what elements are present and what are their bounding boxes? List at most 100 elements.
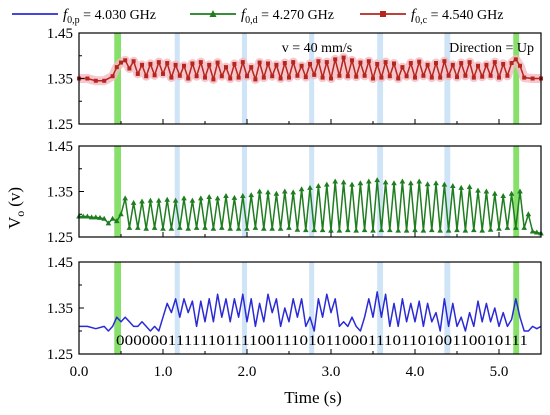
y-tick-label: 1.45 — [47, 255, 73, 271]
y-tick-label: 1.35 — [47, 72, 73, 88]
legend-label: f0,p = 4.030 GHz — [63, 7, 156, 26]
green-marker-band — [114, 146, 121, 237]
data-point — [282, 188, 288, 194]
data-point — [88, 214, 95, 220]
data-point — [181, 195, 187, 201]
data-point — [256, 188, 263, 194]
data-point — [450, 183, 456, 189]
legend-marker — [209, 10, 217, 17]
data-point — [366, 178, 372, 184]
data-point — [164, 196, 170, 202]
data-point — [404, 74, 409, 79]
data-point — [345, 227, 351, 233]
data-point — [257, 60, 262, 65]
blue-marker-band — [309, 262, 315, 354]
data-point — [513, 224, 519, 230]
chart-panels: 1.251.351.45v = 40 mm/s Direction = Up 1.2… — [47, 26, 544, 380]
data-point — [265, 189, 271, 195]
data-point — [340, 179, 347, 185]
data-point — [287, 75, 291, 80]
data-point — [194, 74, 199, 79]
data-point — [324, 60, 329, 65]
data-point — [299, 63, 304, 68]
y-tick-label: 1.25 — [47, 230, 73, 246]
data-point — [345, 74, 350, 79]
data-point — [505, 73, 510, 78]
data-point — [203, 75, 207, 80]
data-point — [215, 60, 220, 65]
data-point — [198, 60, 203, 65]
data-point — [500, 193, 506, 199]
data-point — [462, 227, 469, 233]
data-point — [261, 75, 266, 80]
data-point — [190, 61, 195, 66]
data-point — [143, 225, 149, 231]
data-point — [530, 76, 535, 81]
data-point — [416, 178, 422, 184]
data-point — [332, 178, 338, 184]
data-point — [395, 227, 401, 233]
data-point — [186, 76, 191, 81]
data-point — [329, 76, 333, 81]
data-point — [269, 225, 275, 231]
data-point — [320, 75, 325, 80]
data-point — [303, 227, 309, 233]
data-point — [350, 58, 354, 63]
data-point — [370, 227, 376, 233]
data-point — [315, 183, 322, 189]
data-point — [295, 73, 300, 78]
y-axis-title: Vo (v) — [5, 187, 27, 229]
data-point — [341, 55, 346, 60]
data-point — [382, 179, 389, 185]
data-point — [383, 60, 388, 65]
data-point — [501, 61, 506, 66]
data-point — [408, 61, 413, 66]
data-point — [471, 227, 477, 233]
legend-item: f0,c = 4.540 GHz — [360, 7, 503, 26]
x-tick-label: 5.0 — [490, 364, 509, 380]
green-marker-band — [513, 146, 520, 237]
data-point — [417, 59, 422, 64]
data-point — [303, 75, 308, 80]
data-point — [442, 59, 447, 64]
data-point — [160, 225, 166, 231]
data-point — [459, 61, 464, 66]
y-axis-title-base: V — [5, 216, 24, 229]
data-point — [496, 225, 502, 231]
data-point — [102, 78, 107, 83]
data-point — [387, 227, 393, 233]
data-point — [244, 225, 250, 231]
data-point — [219, 224, 225, 230]
data-point — [135, 71, 140, 76]
data-point — [211, 77, 216, 82]
data-point — [148, 61, 153, 66]
data-point — [161, 71, 165, 76]
data-point — [324, 181, 330, 187]
data-point — [210, 225, 217, 231]
data-point — [109, 215, 116, 221]
data-point — [214, 195, 221, 201]
data-point — [140, 62, 144, 67]
data-point — [311, 227, 317, 233]
data-point — [492, 190, 498, 196]
data-point — [319, 227, 326, 233]
data-point — [425, 62, 430, 67]
data-point — [484, 62, 489, 67]
data-point — [270, 74, 275, 79]
data-point — [290, 189, 296, 195]
legend-item: f0,d = 4.270 GHz — [190, 7, 334, 26]
data-point — [193, 224, 200, 230]
legend-label: f0,d = 4.270 GHz — [241, 7, 334, 26]
data-point — [354, 74, 359, 79]
data-point — [123, 58, 128, 63]
data-point — [249, 65, 254, 70]
data-point — [396, 76, 401, 81]
data-point — [480, 74, 485, 79]
data-point — [156, 60, 161, 65]
data-point — [245, 74, 249, 79]
data-point — [126, 224, 133, 230]
data-point — [454, 227, 460, 233]
data-point — [374, 177, 380, 183]
panel-1: 1.25 1.35 1.45 v = 40 mm/s Direction = Up — [47, 26, 543, 133]
